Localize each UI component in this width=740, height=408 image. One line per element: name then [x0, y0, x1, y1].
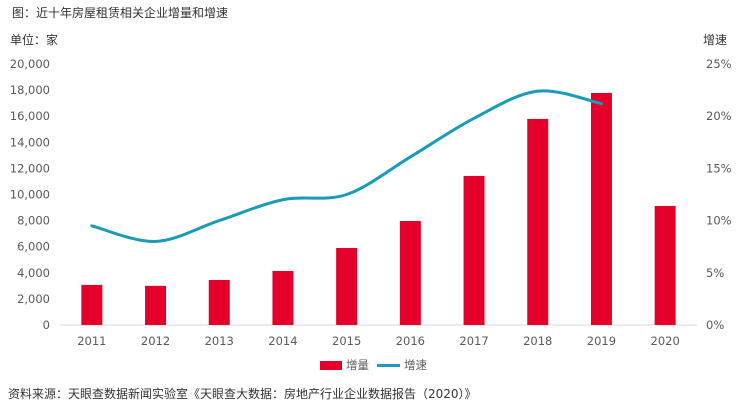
- growth-rate-line: [90, 89, 603, 243]
- legend-bar-swatch: [320, 361, 342, 370]
- legend-line-label: 增速: [404, 358, 427, 372]
- y2-tick-label: 0%: [706, 318, 724, 332]
- y2-tick-label: 15%: [706, 161, 732, 175]
- x-tick-label: 2013: [205, 334, 234, 348]
- x-tick-label: 2017: [459, 334, 488, 348]
- bar-2018: [527, 118, 549, 326]
- x-tick-label: 2019: [587, 334, 616, 348]
- y-tick-label: 14,000: [10, 135, 50, 149]
- y-tick-label: 8,000: [17, 214, 50, 228]
- y2-tick-label: 25%: [706, 57, 732, 71]
- bar-2011: [81, 284, 103, 325]
- y-tick-label: 16,000: [10, 109, 50, 123]
- bar-2016: [399, 220, 421, 325]
- x-tick-label: 2016: [396, 334, 425, 348]
- x-tick-label: 2015: [332, 334, 361, 348]
- source-note: 资料来源：天眼查数据新闻实验室《天眼查大数据：房地产行业企业数据报告（2020）…: [8, 387, 477, 401]
- bar-2017: [463, 175, 485, 325]
- x-tick-label: 2014: [268, 334, 297, 348]
- legend-bar-label: 增量: [346, 358, 369, 372]
- bar-2013: [208, 279, 230, 325]
- y-tick-label: 18,000: [10, 83, 50, 97]
- bar-2020: [654, 205, 676, 325]
- bar-2015: [336, 248, 358, 325]
- y-tick-label: 4,000: [17, 266, 50, 280]
- bar-2012: [145, 285, 167, 325]
- y-tick-label: 2,000: [17, 292, 50, 306]
- y2-axis-label: 增速: [703, 33, 728, 47]
- chart-title: 图：近十年房屋租赁相关企业增量和增速: [12, 6, 229, 20]
- y-tick-label: 20,000: [10, 57, 50, 71]
- x-tick-label: 2011: [77, 334, 106, 348]
- x-tick-label: 2012: [141, 334, 170, 348]
- y-tick-label: 6,000: [17, 240, 50, 254]
- y2-tick-label: 20%: [706, 109, 732, 123]
- bar-2014: [272, 270, 294, 325]
- y-axis-label: 单位：家: [10, 33, 59, 47]
- y-tick-label: 12,000: [10, 161, 50, 175]
- x-tick-label: 2018: [523, 334, 552, 348]
- bar-2019: [590, 92, 612, 325]
- y-tick-label: 0: [43, 318, 50, 332]
- y2-tick-label: 10%: [706, 214, 732, 228]
- x-tick-label: 2020: [651, 334, 680, 348]
- y2-tick-label: 5%: [706, 266, 724, 280]
- y-tick-label: 10,000: [10, 188, 50, 202]
